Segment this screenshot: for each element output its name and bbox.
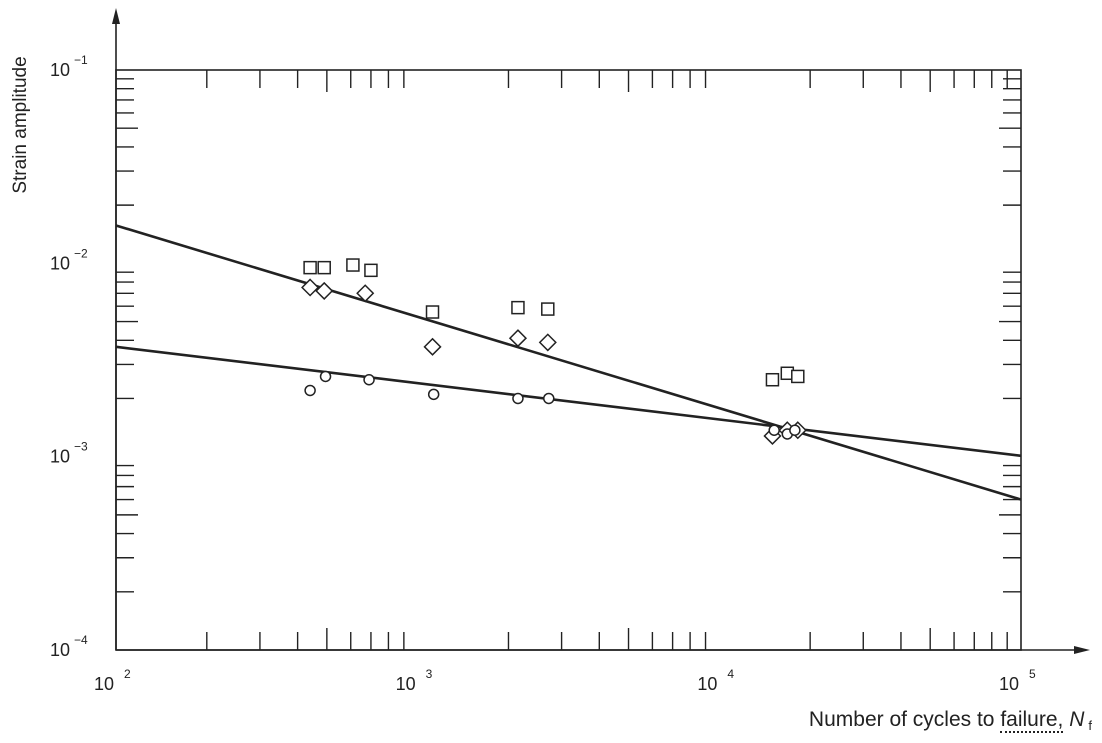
y-axis-label-text: Strain amplitude bbox=[10, 56, 31, 194]
circle-marker bbox=[768, 424, 780, 436]
square-marker bbox=[511, 300, 525, 315]
y-axis-arrow bbox=[112, 8, 120, 24]
y-axis-label: Strain amplitude bbox=[8, 40, 34, 210]
diamond-marker bbox=[423, 337, 442, 356]
square-marker bbox=[317, 260, 331, 275]
x-tick-label: 10 bbox=[999, 674, 1019, 694]
y-tick-label: 10 bbox=[50, 253, 70, 273]
square-marker bbox=[791, 369, 805, 384]
fit-line-1 bbox=[115, 224, 1022, 501]
x-tick-label: 10 bbox=[396, 674, 416, 694]
x-tick-exponent: 2 bbox=[124, 667, 131, 681]
diamond-marker bbox=[301, 278, 320, 297]
square-marker bbox=[765, 372, 780, 387]
x-axis-label-symbol: N bbox=[1069, 708, 1085, 731]
circle-marker bbox=[543, 392, 555, 405]
circle-marker bbox=[789, 424, 801, 436]
x-tick-label: 10 bbox=[697, 674, 717, 694]
x-axis-label-subscript: f bbox=[1088, 718, 1092, 733]
fit-line-2 bbox=[115, 345, 1022, 458]
square-marker bbox=[303, 260, 317, 275]
x-axis-label-text: Number of cycles to bbox=[808, 708, 1001, 731]
y-tick-label: 10 bbox=[50, 640, 70, 660]
diamond-marker bbox=[356, 284, 375, 303]
square-marker bbox=[425, 305, 440, 319]
circle-marker bbox=[319, 370, 332, 383]
y-tick-label: 10 bbox=[50, 60, 70, 80]
x-tick-exponent: 3 bbox=[426, 667, 433, 681]
x-tick-exponent: 5 bbox=[1029, 667, 1036, 681]
y-tick-exponent: −3 bbox=[74, 440, 88, 454]
diamond-marker bbox=[508, 329, 528, 348]
plot-frame bbox=[115, 69, 1022, 651]
y-tick-label: 10 bbox=[50, 447, 70, 467]
square-marker bbox=[364, 263, 378, 278]
y-tick-exponent: −2 bbox=[74, 246, 88, 260]
square-marker bbox=[346, 258, 360, 272]
square-marker bbox=[541, 302, 555, 316]
diamond-marker bbox=[538, 333, 557, 352]
x-tick-exponent: 4 bbox=[727, 667, 734, 681]
circle-marker bbox=[512, 392, 524, 405]
y-tick-exponent: −1 bbox=[74, 53, 88, 67]
x-tick-label: 10 bbox=[94, 674, 114, 694]
diamond-marker bbox=[315, 281, 334, 300]
x-axis-arrow bbox=[1074, 646, 1090, 654]
circle-marker bbox=[363, 373, 375, 386]
y-tick-exponent: −4 bbox=[74, 633, 88, 647]
circle-marker bbox=[304, 384, 316, 397]
x-axis-label-underlined: failure, bbox=[1000, 708, 1064, 733]
circle-marker bbox=[427, 388, 440, 401]
